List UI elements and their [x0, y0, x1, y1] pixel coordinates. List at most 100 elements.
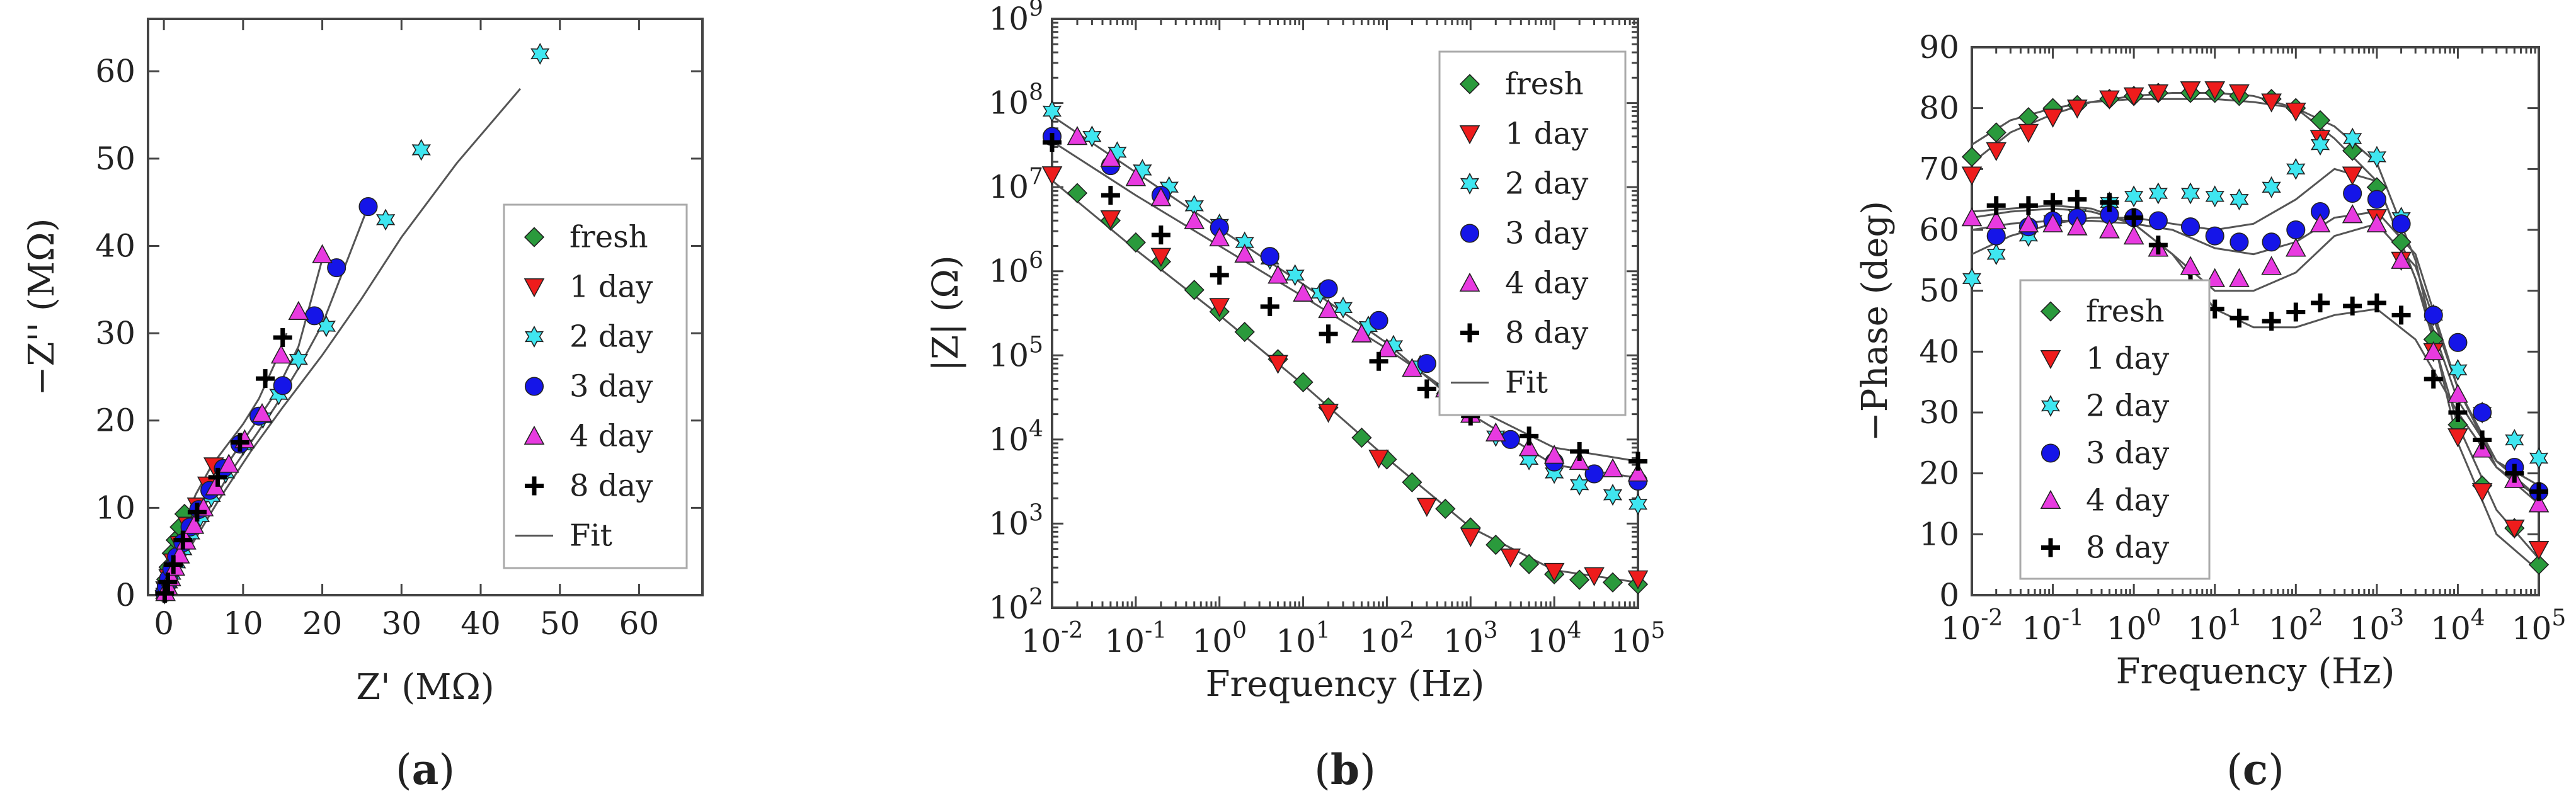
- legend-marker-3-day: [2041, 443, 2061, 463]
- data-point-2-day: [2230, 188, 2249, 211]
- data-point-2-day: [2505, 429, 2524, 452]
- data-point-1-day: [2123, 87, 2144, 107]
- y-tick-label: 90: [1919, 29, 1959, 65]
- data-point-2-day: [289, 348, 308, 371]
- y-tick-label: 0: [1939, 577, 1959, 613]
- data-point-8-day: [2448, 403, 2468, 422]
- data-point-3-day: [2343, 183, 2362, 203]
- fit-line: [1051, 179, 1639, 584]
- x-tick-label: 104: [2430, 605, 2485, 647]
- data-point-1-day: [2066, 100, 2088, 119]
- data-point-8-day: [187, 503, 207, 522]
- y-tick-label: 70: [1919, 151, 1959, 187]
- data-point-4-day: [2423, 341, 2444, 360]
- panel-c-bode-phase: 10-2 10-1 100 101 102 103 104 105 0 10 20 30 40 50 60 7…: [1855, 29, 2566, 794]
- data-point-8-day: [2148, 236, 2168, 255]
- data-point-3-day: [327, 258, 346, 278]
- fit-line: [163, 88, 522, 596]
- data-point-2-day: [2262, 176, 2281, 198]
- y-tick-label: 104: [988, 416, 1043, 458]
- legend-marker-1-day: [2040, 350, 2061, 370]
- data-point-3-day: [1417, 354, 1436, 373]
- data-point-4-day: [2342, 204, 2363, 224]
- data-point-8-day: [173, 530, 193, 550]
- data-point-4-day: [270, 344, 292, 364]
- y-tick-label: 50: [95, 140, 135, 177]
- series-8-day: [155, 328, 292, 603]
- data-point-2-day: [2367, 145, 2386, 168]
- data-point-1-day: [1100, 210, 1121, 230]
- legend-marker-2-day: [2041, 395, 2061, 418]
- legend: fresh 1 day 2 day 3 day 4 day 8 day Fit: [503, 203, 688, 569]
- panel-label: (c): [2226, 745, 2284, 794]
- legend-label-8-day: 8 day: [570, 469, 653, 504]
- y-tick-label: 20: [95, 402, 135, 439]
- legend-label-2-day: 2 day: [2086, 389, 2169, 424]
- data-point-2-day: [1603, 484, 1623, 506]
- data-point-8-day: [2068, 190, 2087, 209]
- data-point-2-day: [2343, 127, 2362, 150]
- data-point-4-day: [2285, 237, 2306, 257]
- data-point-2-day: [1570, 474, 1589, 496]
- y-tick-label: 30: [95, 315, 135, 351]
- legend-label-fit: Fit: [1505, 365, 1548, 401]
- y-tick-label: 102: [988, 584, 1043, 626]
- x-axis: 10-2 10-1 100 101 102 103 104 105: [1021, 19, 1665, 659]
- y-tick-label: 106: [988, 248, 1043, 290]
- data-point-1-day: [2285, 102, 2306, 122]
- y-tick-label: 10: [1919, 516, 1959, 552]
- data-point-4-day: [2229, 268, 2250, 287]
- data-point-4-day: [1518, 437, 1540, 457]
- data-point-4-day: [1067, 126, 1088, 145]
- data-point-1-day: [1543, 562, 1565, 583]
- data-point-8-day: [1520, 426, 1539, 446]
- data-point-4-day: [251, 402, 273, 423]
- data-point-8-day: [256, 369, 275, 389]
- x-tick-label: 103: [2350, 605, 2405, 647]
- data-point-4-day: [1961, 207, 1983, 227]
- data-point-1-day: [2099, 90, 2120, 110]
- data-point-fresh: [1234, 321, 1255, 343]
- legend-marker-4-day: [524, 425, 545, 445]
- x-tick-label: 104: [1527, 618, 1582, 659]
- data-point-4-day: [1543, 445, 1565, 464]
- data-point-8-day: [2473, 430, 2492, 450]
- data-point-4-day: [2528, 493, 2550, 513]
- data-point-fresh: [1184, 280, 1205, 300]
- data-point-fresh: [1125, 232, 1146, 253]
- data-point-8-day: [2505, 464, 2524, 483]
- data-point-1-day: [2042, 108, 2063, 128]
- data-point-3-day: [1584, 464, 1604, 484]
- y-tick-label: 109: [988, 0, 1043, 37]
- data-point-4-day: [1150, 187, 1172, 207]
- data-point-8-day: [1629, 452, 1647, 471]
- data-point-1-day: [2504, 520, 2525, 539]
- y-tick-label: 60: [1919, 212, 1959, 248]
- data-point-4-day: [183, 515, 205, 534]
- data-point-2-day: [2529, 447, 2549, 470]
- data-point-2-day: [2448, 358, 2468, 381]
- data-point-4-day: [1986, 210, 2007, 230]
- panel-letter: c: [2243, 745, 2268, 794]
- data-point-3-day: [2367, 190, 2386, 209]
- legend-marker-1-day: [1459, 125, 1480, 145]
- series-3-day: [1042, 127, 1648, 491]
- data-point-4-day: [2391, 249, 2412, 269]
- x-tick-label: 101: [2187, 605, 2242, 647]
- data-point-1-day: [1584, 567, 1605, 586]
- data-point-4-day: [1402, 358, 1423, 377]
- x-axis: 0 10 20 30 40 50 60: [154, 19, 659, 642]
- x-tick-label: 102: [1360, 618, 1414, 659]
- data-point-8-day: [2529, 482, 2548, 501]
- data-point-1-day: [1961, 166, 1983, 186]
- data-point-3-day: [2424, 305, 2443, 325]
- y-tick-label: 105: [988, 332, 1043, 373]
- data-point-4-day: [2042, 213, 2063, 232]
- data-point-8-day: [208, 467, 227, 487]
- data-point-4-day: [312, 244, 333, 263]
- data-point-2-day: [2310, 134, 2330, 156]
- series-8-day: [1043, 133, 1647, 471]
- data-point-fresh: [1067, 183, 1088, 203]
- data-point-4-day: [2366, 213, 2388, 232]
- data-point-fresh: [2528, 554, 2550, 575]
